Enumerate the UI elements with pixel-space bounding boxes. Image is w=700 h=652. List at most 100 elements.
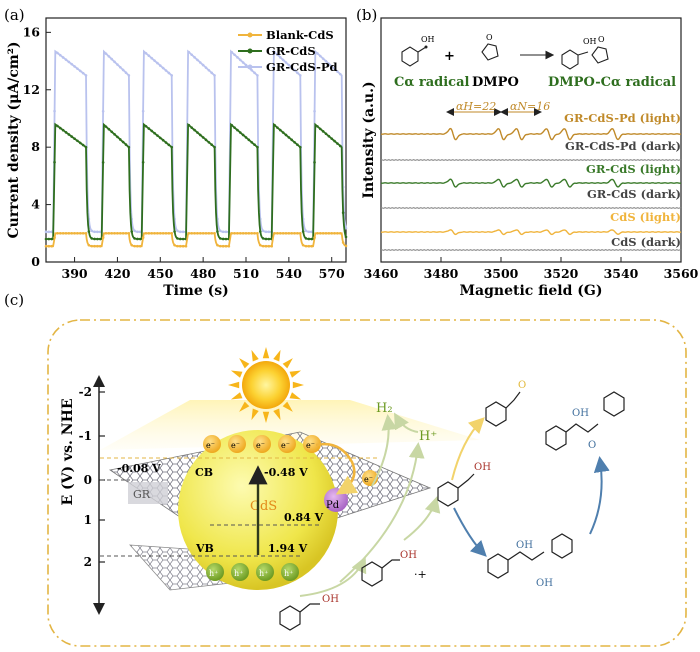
data-point-blank xyxy=(201,231,205,235)
sun-ray xyxy=(230,392,243,400)
data-point-gr xyxy=(70,135,74,138)
vb-potential: 1.94 V xyxy=(268,542,308,555)
data-point-blank xyxy=(310,244,314,248)
data-point-blank xyxy=(138,244,142,248)
data-point-grpd xyxy=(276,53,279,57)
data-point-gr xyxy=(84,145,88,149)
sun-ray xyxy=(230,370,243,378)
data-point-grpd xyxy=(193,56,196,59)
o-aldehyde: O xyxy=(518,380,526,391)
data-point-gr xyxy=(267,237,271,241)
data-point-grpd xyxy=(293,68,296,72)
product-label: DMPO-Cα radical xyxy=(548,75,676,90)
data-point-gr xyxy=(141,161,145,164)
h2-arrow xyxy=(371,414,398,487)
data-point-gr xyxy=(98,237,102,241)
data-point-grpd xyxy=(147,54,151,58)
data-point-blank xyxy=(250,231,254,235)
energy-tick-label: 0 xyxy=(84,473,92,487)
data-point-grpd xyxy=(327,62,331,66)
data-point-grpd xyxy=(136,230,139,234)
benzaldehyde-ring xyxy=(485,401,507,427)
data-point-blank xyxy=(173,243,176,247)
cation-radical-ring xyxy=(361,561,383,587)
data-point-gr xyxy=(113,133,116,136)
electron-label: e⁻ xyxy=(256,441,265,450)
axis-ticks-a: 390 420 450 480 510 540 570 0 4 8 12 16 xyxy=(23,24,345,281)
data-point-gr xyxy=(218,237,222,240)
h2-label: H₂ xyxy=(376,401,393,416)
data-point-blank xyxy=(124,231,128,235)
data-point-grpd xyxy=(196,58,199,62)
data-point-grpd xyxy=(158,64,162,67)
data-point-grpd xyxy=(181,230,185,234)
data-point-gr xyxy=(73,137,76,140)
plot-frame-a xyxy=(45,17,347,263)
sun-ray xyxy=(239,358,250,369)
data-point-gr xyxy=(244,136,248,139)
benzyl-alcohol-ring xyxy=(279,605,301,631)
sun-ray xyxy=(239,401,250,412)
data-point-blank xyxy=(290,231,294,235)
data-point-blank xyxy=(58,231,62,235)
data-point-gr xyxy=(53,160,56,164)
data-point-gr xyxy=(153,131,156,135)
data-point-blank xyxy=(158,231,162,235)
reactant1-label: Cα radical xyxy=(394,75,470,90)
electron-label: e⁻ xyxy=(231,441,240,450)
data-point-blank xyxy=(176,244,179,248)
data-point-blank xyxy=(153,231,156,235)
data-point-grpd xyxy=(178,230,182,234)
data-point-gr xyxy=(44,237,48,241)
data-point-blank xyxy=(284,231,288,235)
data-point-blank xyxy=(318,231,322,235)
x-axis-label-b: Magnetic field (G) xyxy=(460,283,603,299)
data-point-grpd xyxy=(133,229,136,233)
cds-label: CdS xyxy=(250,499,277,514)
sun-ray xyxy=(262,411,270,423)
data-point-gr xyxy=(130,230,134,233)
data-point-gr xyxy=(198,133,202,137)
data-point-blank xyxy=(293,231,296,235)
data-point-gr xyxy=(338,144,342,148)
data-point-gr xyxy=(210,143,214,147)
sun-ray xyxy=(282,401,293,412)
data-point-grpd xyxy=(207,68,211,72)
sun-ray xyxy=(289,392,302,400)
panel-label-b: (b) xyxy=(356,6,377,24)
data-point-grpd xyxy=(313,109,316,113)
data-point-gr xyxy=(196,131,199,134)
plus-sign: + xyxy=(444,49,455,64)
panel-label-c: (c) xyxy=(4,291,24,309)
data-point-gr xyxy=(187,123,191,127)
x-tick-label-b: 3520 xyxy=(544,266,579,281)
data-point-gr xyxy=(330,137,334,140)
data-point-blank xyxy=(184,244,188,248)
data-point-gr xyxy=(144,124,148,128)
data-point-grpd xyxy=(93,230,96,234)
spectra-layer-b xyxy=(380,127,682,251)
data-point-grpd xyxy=(287,63,291,67)
hydrobenzoin-ring-1 xyxy=(487,553,509,579)
data-point-blank xyxy=(101,236,105,239)
data-point-grpd xyxy=(224,230,228,234)
data-point-gr xyxy=(61,128,65,132)
data-point-gr xyxy=(164,141,168,144)
data-point-gr xyxy=(287,136,291,139)
oh-cation: OH xyxy=(400,550,417,561)
data-point-blank xyxy=(344,244,348,248)
oh-hydrobenzoin-2: OH xyxy=(536,578,553,589)
hplus-to-h2-arrow xyxy=(394,412,419,433)
data-point-gr xyxy=(336,142,339,145)
data-point-gr xyxy=(178,237,182,241)
data-point-grpd xyxy=(161,66,165,70)
data-point-gr xyxy=(284,133,288,137)
sun-icon xyxy=(228,347,304,423)
data-point-blank xyxy=(90,244,94,248)
radical-plus: ·+ xyxy=(414,568,427,581)
data-point-gr xyxy=(276,126,279,129)
data-point-grpd xyxy=(253,71,256,75)
data-point-grpd xyxy=(73,65,76,68)
